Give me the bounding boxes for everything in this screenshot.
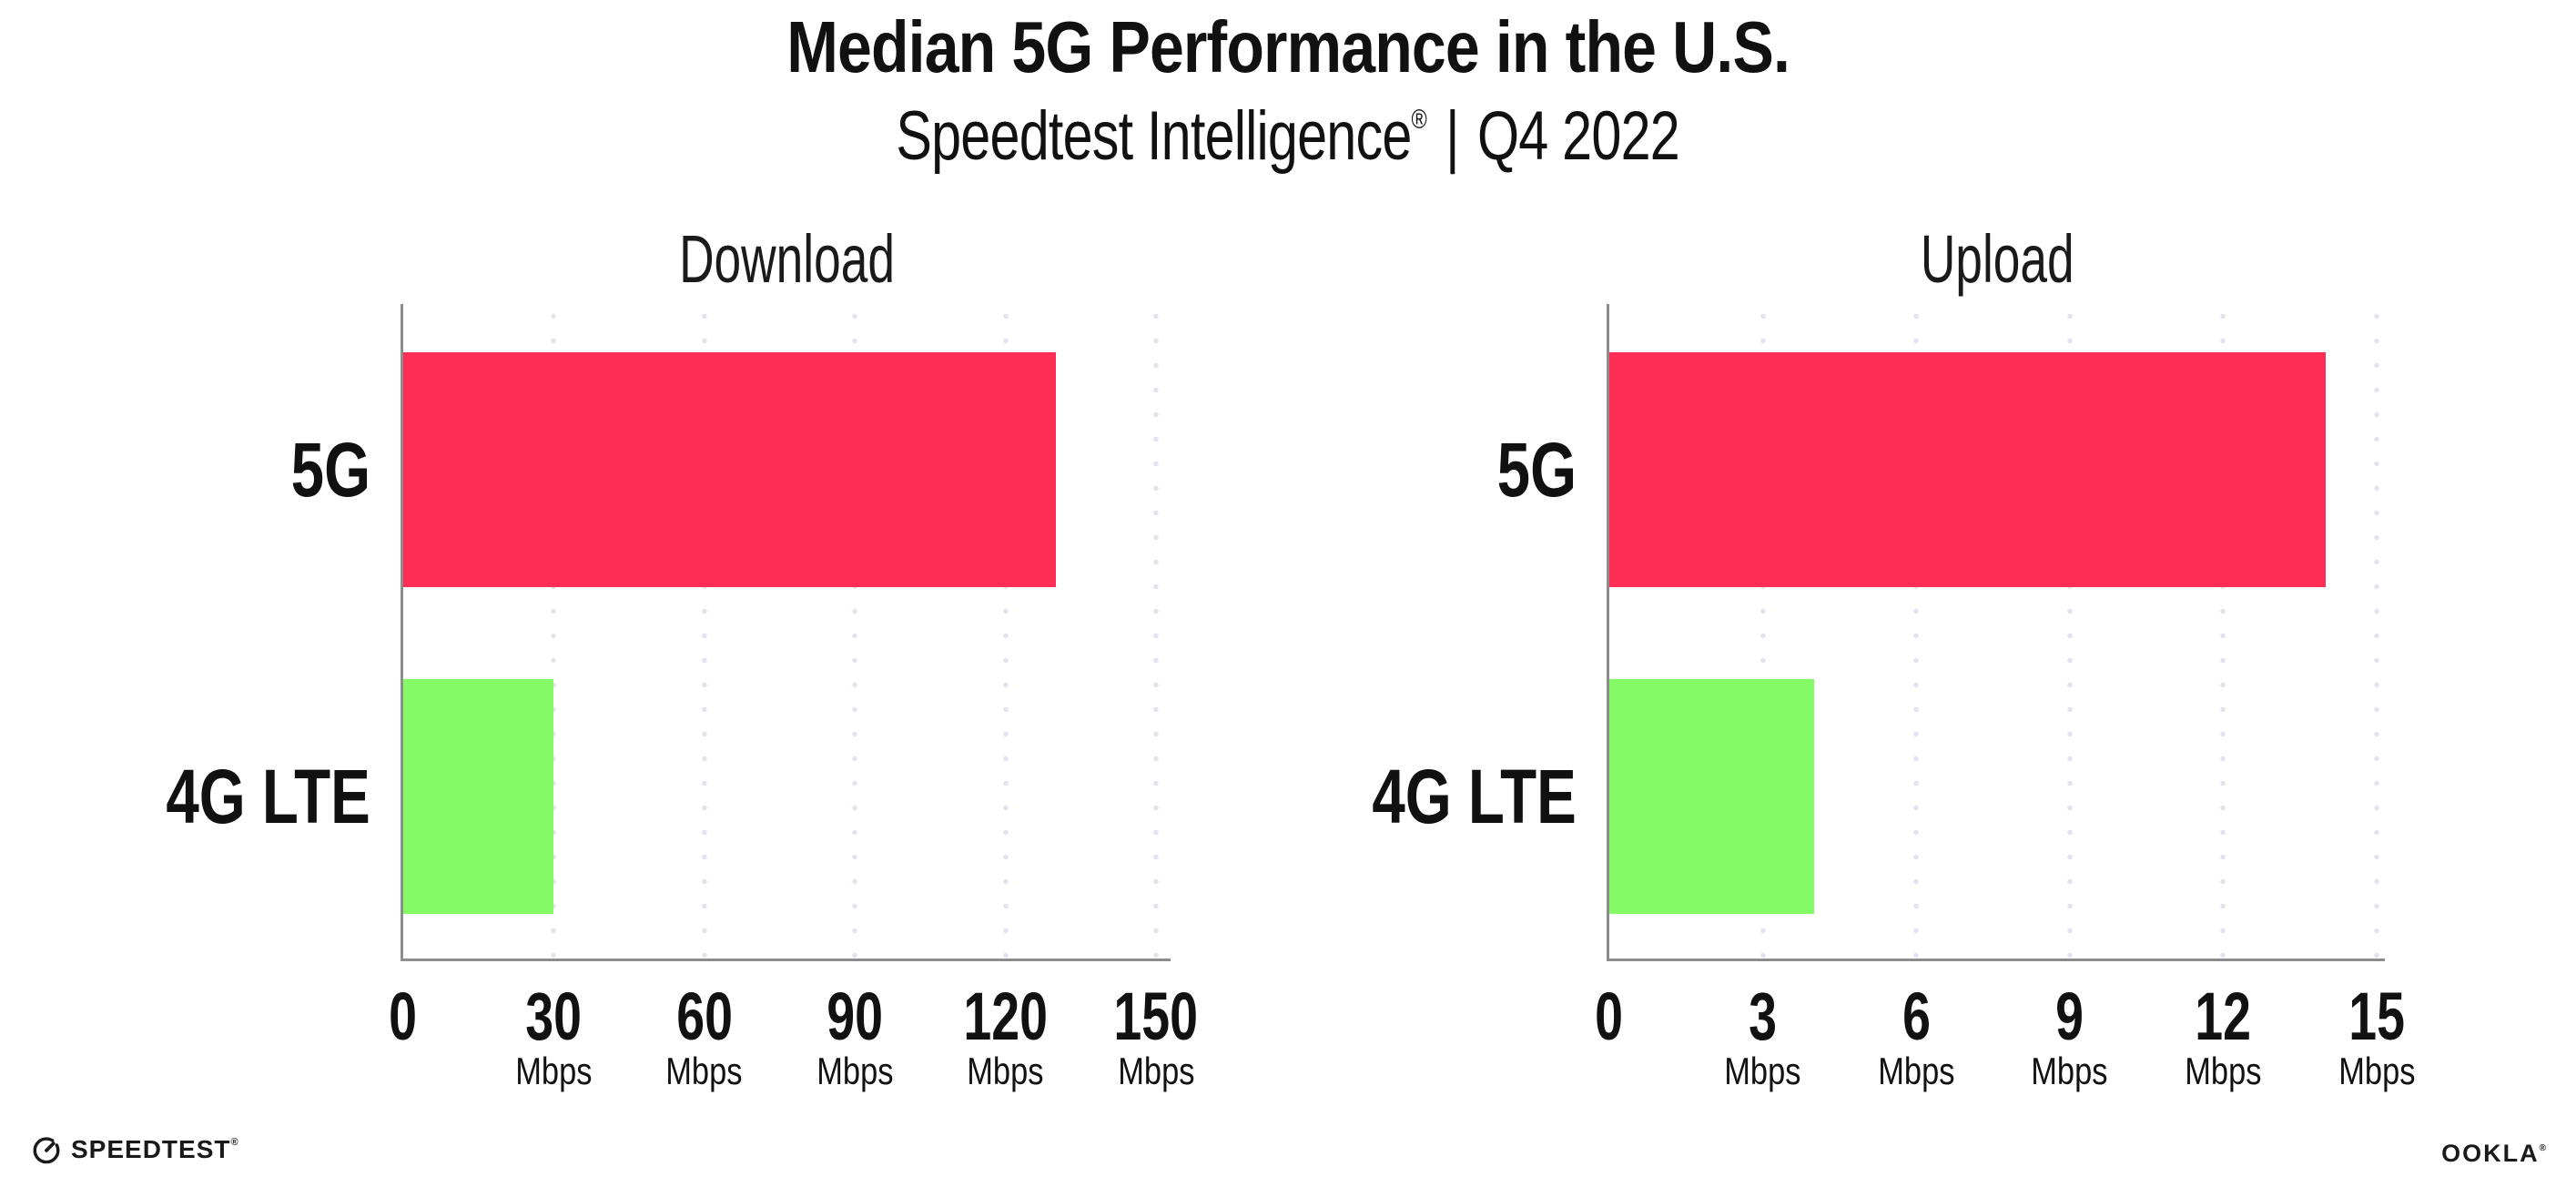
x-tick-label: 12 bbox=[2195, 979, 2252, 1054]
upload-plot-area: 5G 4G LTE 0 3 Mbps 6 Mbps 9 Mbps 12 Mbps 15 Mbps bbox=[1373, 304, 2415, 1092]
page-title-text: Median 5G Performance in the U.S. bbox=[786, 6, 1790, 87]
x-tick-unit: Mbps bbox=[2338, 1050, 2416, 1092]
registered-mark: ® bbox=[1411, 105, 1428, 135]
x-tick-150: 150 Mbps bbox=[1065, 979, 1247, 1092]
x-tick-15: 15 Mbps bbox=[2286, 979, 2468, 1092]
x-tick-label: 150 bbox=[1113, 979, 1199, 1054]
x-tick-60: 60 Mbps bbox=[614, 979, 796, 1092]
category-label-text: 5G bbox=[1496, 427, 1577, 512]
x-tick-label: 120 bbox=[963, 979, 1048, 1054]
ookla-logo: OOKLA® bbox=[2441, 1140, 2546, 1168]
category-label-text: 5G bbox=[290, 427, 370, 512]
download-chart-title-text: Download bbox=[679, 221, 895, 297]
bar-5g-upload bbox=[1609, 352, 2326, 587]
x-tick-unit: Mbps bbox=[2031, 1050, 2108, 1092]
upload-chart-title: Upload bbox=[1633, 226, 2361, 293]
x-tick-unit: Mbps bbox=[2185, 1050, 2262, 1092]
download-y-axis bbox=[401, 304, 403, 959]
x-tick-label: 60 bbox=[675, 979, 733, 1054]
gridline-15 bbox=[2374, 304, 2379, 959]
x-tick-unit: Mbps bbox=[665, 1050, 743, 1092]
category-label-text: 4G LTE bbox=[166, 754, 370, 839]
x-tick-90: 90 Mbps bbox=[764, 979, 946, 1092]
page-subtitle: Speedtest Intelligence® | Q4 2022 bbox=[0, 86, 2576, 171]
speedtest-logo: SPEEDTEST® bbox=[31, 1134, 238, 1165]
gridline-120 bbox=[1002, 304, 1009, 959]
gridline-150 bbox=[1153, 304, 1159, 959]
x-tick-label: 15 bbox=[2348, 979, 2405, 1054]
speedtest-gauge-icon bbox=[33, 1137, 60, 1164]
gridline-9 bbox=[2066, 304, 2073, 959]
category-label-text: 4G LTE bbox=[1372, 754, 1577, 839]
upload-chart-title-text: Upload bbox=[1920, 221, 2074, 297]
category-label-4g-lte: 4G LTE bbox=[112, 742, 370, 851]
category-label-5g: 5G bbox=[112, 415, 370, 524]
upload-y-axis bbox=[1607, 304, 1609, 959]
subtitle-separator: | bbox=[1445, 97, 1460, 175]
x-tick-0: 0 bbox=[1518, 979, 1700, 1054]
x-tick-label: 0 bbox=[389, 979, 418, 1054]
x-tick-label: 90 bbox=[827, 979, 884, 1054]
ookla-label: OOKLA bbox=[2441, 1140, 2540, 1167]
category-label-5g: 5G bbox=[1318, 415, 1577, 524]
x-tick-label: 30 bbox=[525, 979, 583, 1054]
page-title: Median 5G Performance in the U.S. bbox=[0, 11, 2576, 84]
x-tick-label: 0 bbox=[1595, 979, 1624, 1054]
x-tick-0: 0 bbox=[312, 979, 494, 1054]
x-tick-unit: Mbps bbox=[1724, 1050, 1801, 1092]
x-tick-unit: Mbps bbox=[967, 1050, 1044, 1092]
download-chart-title: Download bbox=[423, 226, 1151, 293]
ookla-trademark: ® bbox=[2539, 1143, 2546, 1153]
gridline-3 bbox=[1760, 304, 1766, 959]
speedtest-trademark: ® bbox=[230, 1137, 238, 1148]
x-tick-unit: Mbps bbox=[515, 1050, 593, 1092]
gridline-60 bbox=[701, 304, 707, 959]
x-tick-9: 9 Mbps bbox=[1979, 979, 2161, 1092]
download-plot-area: 5G 4G LTE 0 30 Mbps 60 Mbps 90 Mbps 120 Mbps 150 Mbp… bbox=[167, 304, 1198, 1092]
x-tick-unit: Mbps bbox=[1878, 1050, 1955, 1092]
x-tick-30: 30 Mbps bbox=[462, 979, 644, 1092]
gridline-90 bbox=[852, 304, 858, 959]
speedtest-label: SPEEDTEST bbox=[71, 1135, 231, 1163]
x-tick-label: 3 bbox=[1749, 979, 1778, 1054]
gridline-12 bbox=[2220, 304, 2226, 959]
x-tick-12: 12 Mbps bbox=[2132, 979, 2314, 1092]
gridline-30 bbox=[551, 304, 557, 959]
x-tick-label: 9 bbox=[2055, 979, 2084, 1054]
bar-4g-lte-upload bbox=[1609, 679, 1814, 914]
gridline-6 bbox=[1913, 304, 1920, 959]
subtitle-period: Q4 2022 bbox=[1477, 97, 1680, 175]
x-tick-3: 3 Mbps bbox=[1672, 979, 1854, 1092]
category-label-4g-lte: 4G LTE bbox=[1318, 742, 1577, 851]
x-tick-120: 120 Mbps bbox=[915, 979, 1097, 1092]
x-tick-6: 6 Mbps bbox=[1825, 979, 2007, 1092]
page-subtitle-text: Speedtest Intelligence® | Q4 2022 bbox=[897, 86, 1680, 171]
speedtest-wordmark: SPEEDTEST® bbox=[71, 1135, 238, 1164]
bar-5g-download bbox=[403, 352, 1056, 587]
x-tick-unit: Mbps bbox=[1117, 1050, 1195, 1092]
upload-x-axis bbox=[1607, 959, 2385, 961]
bar-4g-lte-download bbox=[403, 679, 554, 914]
subtitle-brand: Speedtest Intelligence bbox=[896, 97, 1413, 175]
x-tick-unit: Mbps bbox=[816, 1050, 894, 1092]
download-x-axis bbox=[401, 959, 1171, 961]
x-tick-label: 6 bbox=[1902, 979, 1931, 1054]
